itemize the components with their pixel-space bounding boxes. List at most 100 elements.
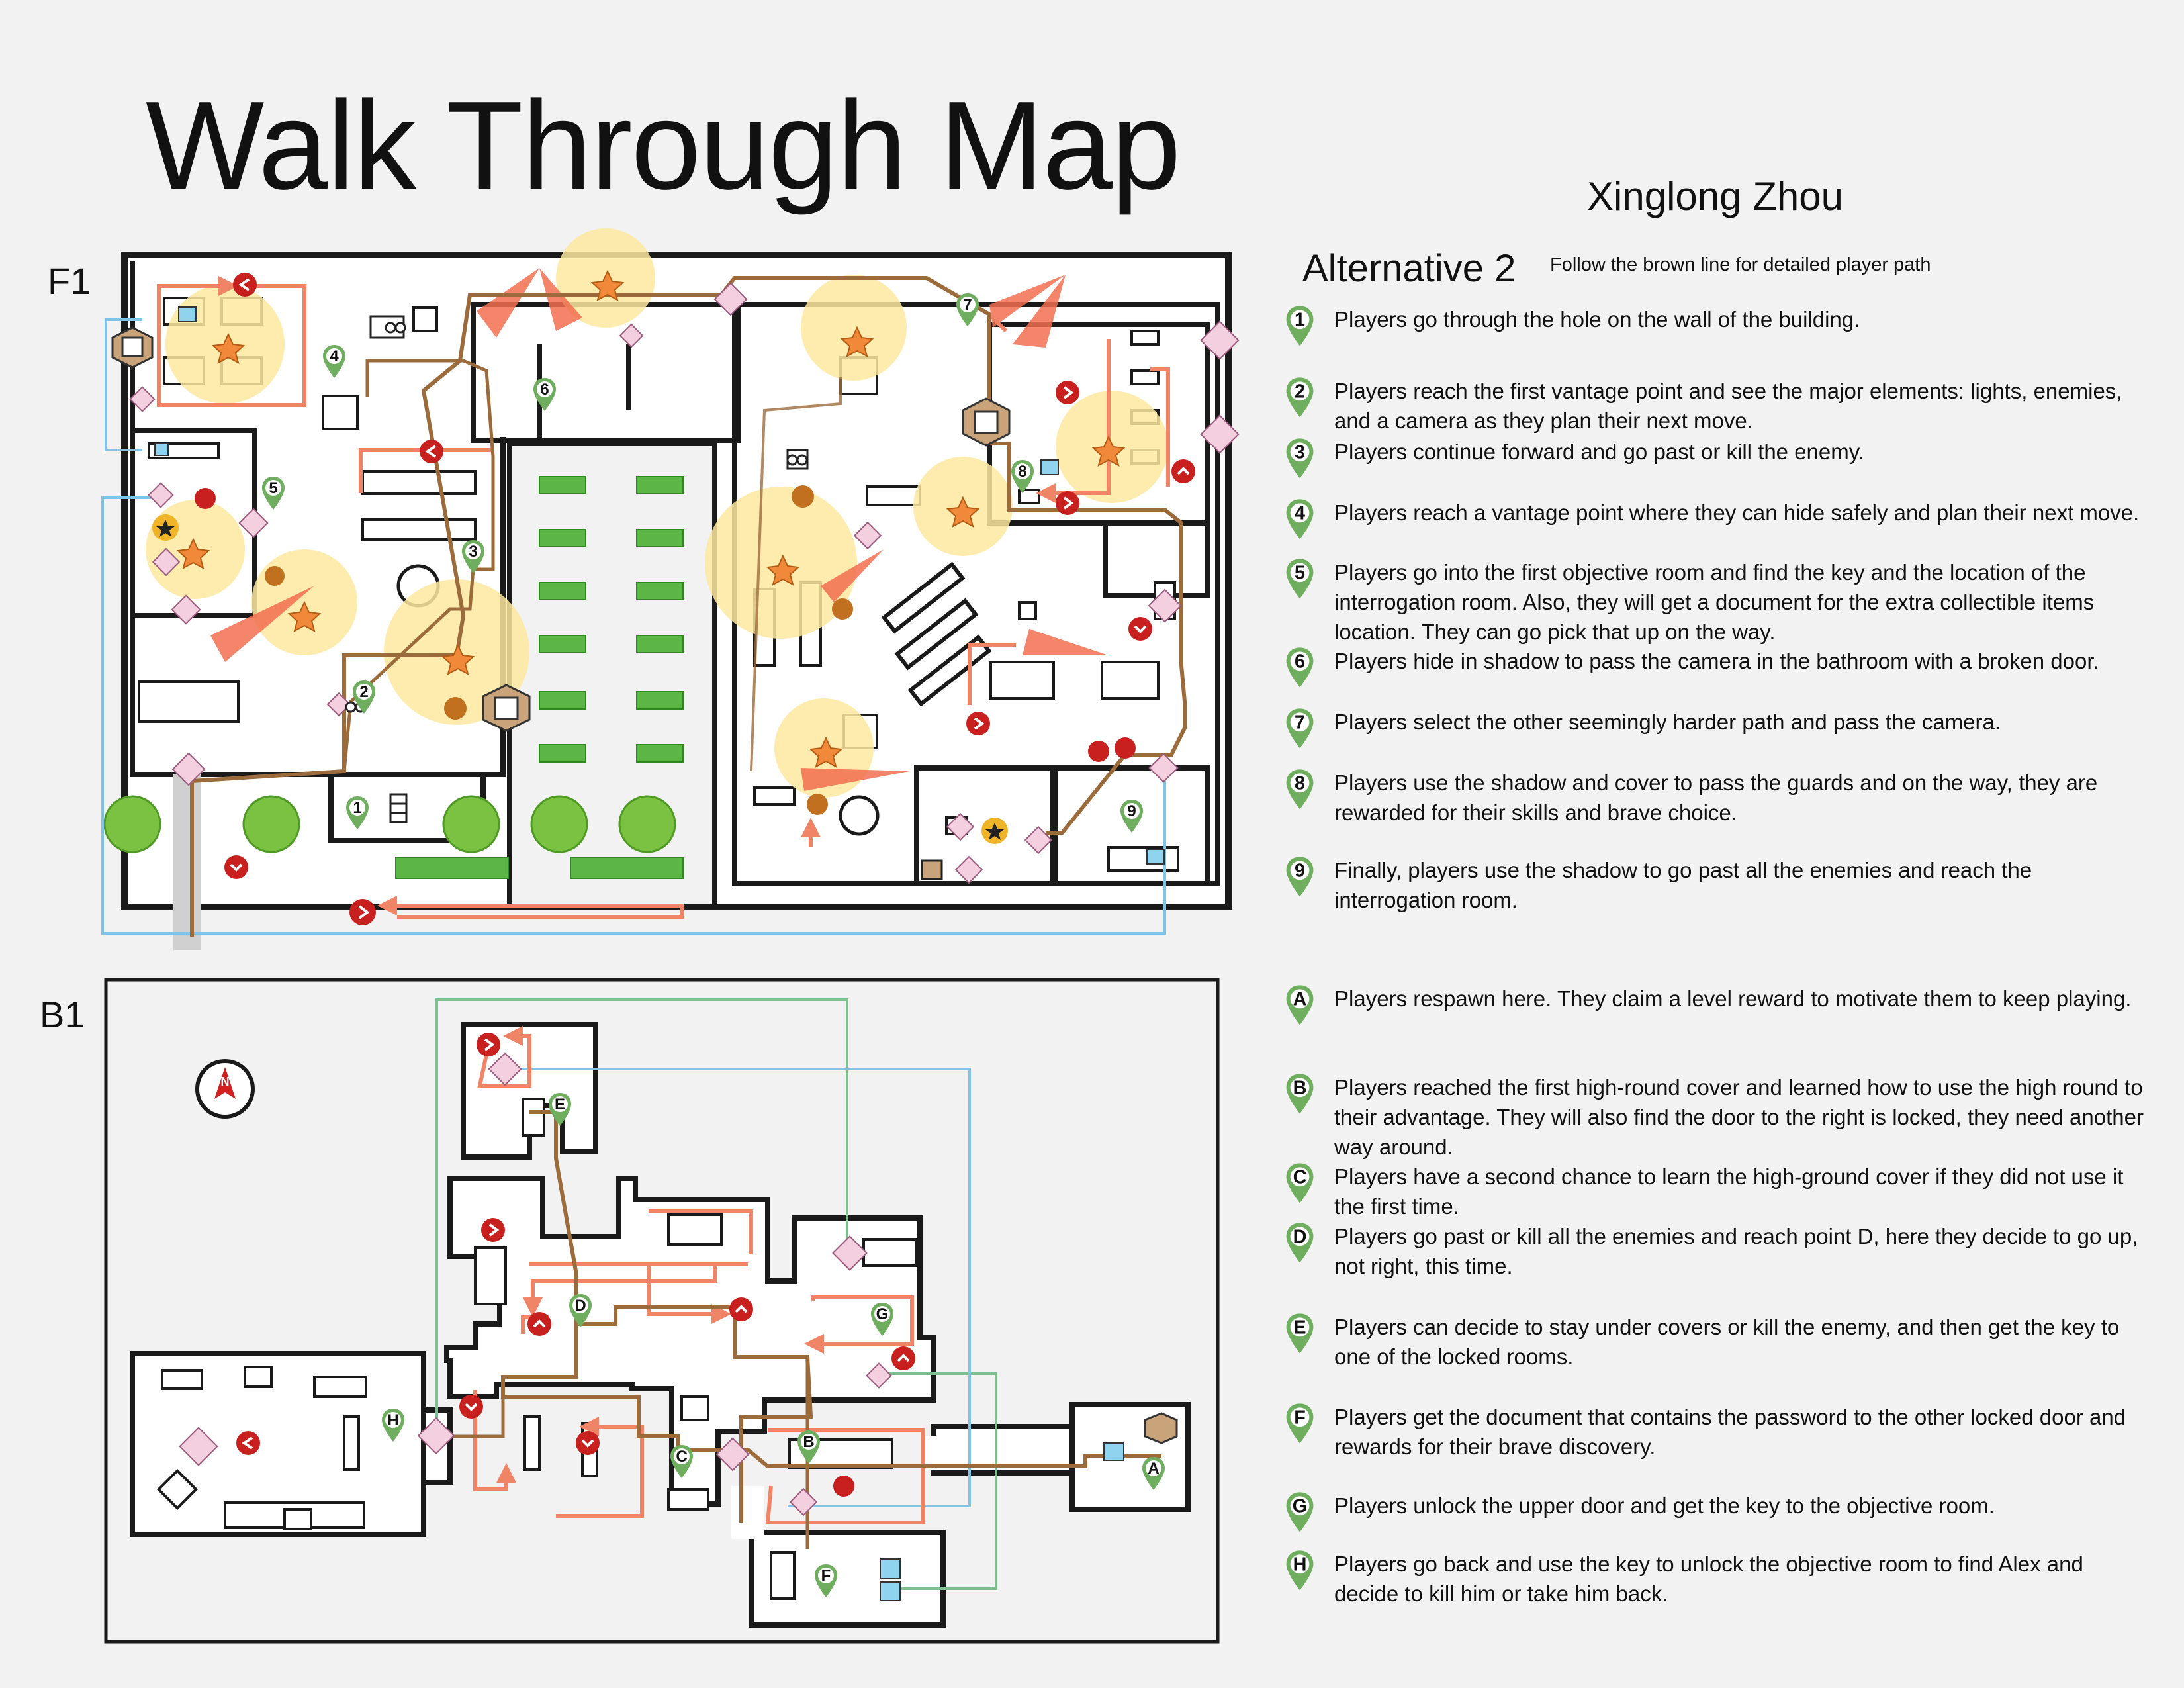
map-pin-8: 8 bbox=[1011, 460, 1034, 493]
author-name: Xinglong Zhou bbox=[1587, 174, 1843, 218]
binoculars-icon bbox=[385, 322, 406, 334]
map-pin-label: 7 bbox=[963, 296, 972, 314]
marker-pin-label: G bbox=[1293, 1495, 1307, 1517]
enemy-icon bbox=[1056, 381, 1079, 404]
camera-icon bbox=[482, 684, 531, 732]
map-pin-label: 9 bbox=[1127, 802, 1136, 820]
legend-step-9: 9 Finally, players use the shadow to go p… bbox=[1284, 855, 2111, 928]
marker-pin-label: E bbox=[1293, 1317, 1306, 1338]
star-reward-icon bbox=[152, 514, 179, 541]
marker-pin-label: D bbox=[1293, 1226, 1307, 1247]
enemy-icon bbox=[1171, 459, 1195, 483]
map-pin-label: E bbox=[555, 1096, 565, 1113]
legend-step-B: B Players reached the first high-round co… bbox=[1284, 1072, 2144, 1159]
binoculars-icon bbox=[786, 454, 808, 466]
enemy-icon bbox=[527, 1312, 551, 1336]
marker-pin-label: F bbox=[1294, 1407, 1306, 1428]
legend-step-text: Players can decide to stay under covers … bbox=[1334, 1315, 2120, 1369]
legend-step-text: Finally, players use the shadow to go pa… bbox=[1334, 858, 2032, 912]
respawn-flag-icon bbox=[152, 547, 181, 577]
f1-alt-path-blue bbox=[105, 318, 142, 451]
b1-alt-path-green bbox=[435, 998, 848, 1423]
map-pin-label: D bbox=[574, 1297, 586, 1315]
map-pin-label: H bbox=[387, 1411, 398, 1429]
f1-light-icons bbox=[176, 269, 1126, 768]
f1-gem-rewards bbox=[154, 306, 1165, 865]
marker-pin-label: B bbox=[1293, 1077, 1307, 1098]
marker-pin-label: 7 bbox=[1295, 712, 1305, 733]
enemy-icon bbox=[236, 1431, 260, 1455]
enemy-icon bbox=[477, 1033, 500, 1056]
f1-bushes bbox=[103, 795, 676, 853]
map-pin-label: 8 bbox=[1018, 463, 1026, 481]
marker-pin-icon: 8 bbox=[1286, 769, 1314, 810]
map-pin-label: 1 bbox=[353, 799, 361, 817]
marker-pin-label: 5 bbox=[1295, 562, 1305, 583]
b1-rooms bbox=[130, 1022, 1191, 1628]
enemy-icon bbox=[1088, 741, 1109, 762]
legend-step-D: D Players go past or kill all the enemies… bbox=[1284, 1221, 2138, 1294]
legend-step-text: Players reached the first high-round cov… bbox=[1334, 1075, 2144, 1159]
gem-reward-icon bbox=[178, 306, 197, 322]
f1-step-pins: 1 2 3 4 5 6 7 8 9 bbox=[262, 293, 1143, 833]
locked-door-icon bbox=[1200, 414, 1240, 454]
f1-hidden-enemies bbox=[265, 485, 853, 815]
marker-pin-icon: C bbox=[1286, 1163, 1314, 1203]
legend-step-text: Players select the other seemingly harde… bbox=[1334, 710, 2001, 734]
marker-pin-icon: 4 bbox=[1286, 499, 1314, 539]
marker-pin-icon: H bbox=[1286, 1550, 1314, 1591]
legend-step-text: Players use the shadow and cover to pass… bbox=[1334, 771, 2098, 825]
enemy-icon bbox=[420, 440, 443, 463]
legend-step-text: Players get the document that contains t… bbox=[1334, 1405, 2126, 1459]
map-pin-label: 5 bbox=[269, 479, 277, 497]
legend-step-A: A Players respawn here. They claim a leve… bbox=[1284, 984, 2131, 1056]
marker-pin-label: 8 bbox=[1295, 773, 1305, 794]
locked-door-icon bbox=[789, 1487, 818, 1517]
b1-outer-frame bbox=[104, 978, 1220, 1644]
enemy-icon bbox=[195, 488, 216, 509]
map-pin-9: 9 bbox=[1120, 800, 1143, 833]
map-pin-4: 4 bbox=[323, 345, 345, 378]
f1-pillar bbox=[839, 795, 880, 836]
map-pin-label: G bbox=[876, 1305, 889, 1323]
map-pin-D: D bbox=[569, 1294, 592, 1327]
map-pin-C: C bbox=[670, 1445, 693, 1478]
marker-pin-icon: 2 bbox=[1286, 377, 1314, 418]
b1-alt-path-green bbox=[880, 1372, 997, 1590]
map-pin-B: B bbox=[797, 1430, 820, 1464]
marker-pin-icon: 9 bbox=[1286, 857, 1314, 897]
door-icon bbox=[1148, 588, 1182, 623]
locked-door-icon bbox=[619, 323, 644, 348]
enemy-icon bbox=[1115, 737, 1136, 759]
compass-icon: N bbox=[195, 1059, 255, 1119]
map-pin-6: 6 bbox=[533, 378, 556, 411]
enemy-icon bbox=[833, 1476, 854, 1497]
b1-main-halls bbox=[444, 1176, 936, 1507]
enemy-icon bbox=[349, 899, 376, 925]
door-icon bbox=[238, 508, 269, 538]
map-pin-3: 3 bbox=[462, 540, 484, 573]
gem-reward-icon bbox=[1103, 1442, 1124, 1461]
door-icon bbox=[171, 752, 206, 786]
f1-interrogation-room bbox=[1053, 765, 1210, 886]
map-pin-label: 4 bbox=[330, 348, 339, 365]
enemy-icon bbox=[891, 1346, 915, 1370]
gem-reward-icon bbox=[880, 1558, 901, 1579]
legend-step-text: Players reach the first vantage point an… bbox=[1334, 379, 2122, 433]
legend-note: Follow the brown line for detailed playe… bbox=[1550, 254, 1931, 275]
b1-door-icons bbox=[179, 1052, 892, 1517]
marker-pin-icon: D bbox=[1286, 1223, 1314, 1263]
marker-pin-label: H bbox=[1293, 1554, 1307, 1575]
legend-step-6: 6 Players hide in shadow to pass the came… bbox=[1284, 646, 2111, 719]
marker-pin-label: 2 bbox=[1295, 381, 1305, 402]
f1-outdoor-path bbox=[173, 774, 201, 950]
marker-pin-label: 4 bbox=[1295, 502, 1305, 524]
key-icon bbox=[488, 1052, 522, 1086]
legend-step-2: 2 Players reach the first vantage point a… bbox=[1284, 376, 2122, 449]
respawn-flag-icon bbox=[179, 1427, 218, 1466]
marker-pin-label: 9 bbox=[1295, 860, 1305, 881]
b1-enemies bbox=[236, 1033, 915, 1497]
marker-pin-icon: G bbox=[1286, 1492, 1314, 1532]
legend-step-3: 3 Players continue forward and go past or… bbox=[1284, 437, 2111, 510]
marker-pin-label: 6 bbox=[1295, 651, 1305, 672]
